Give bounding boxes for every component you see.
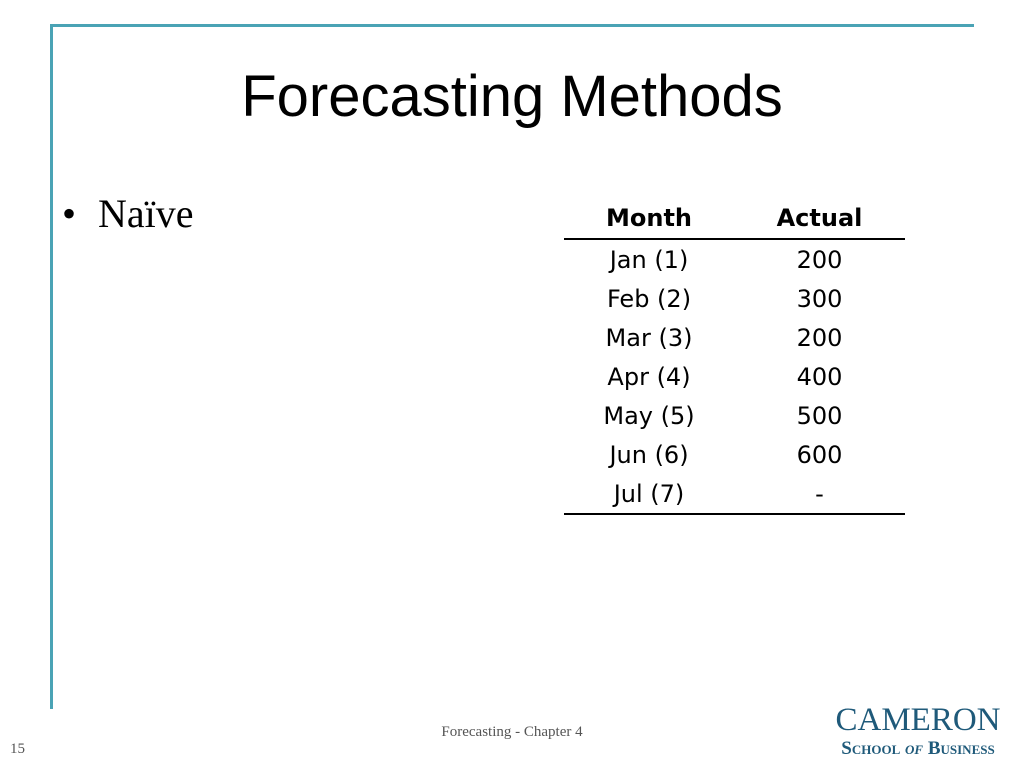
frame-left-border <box>50 24 53 709</box>
logo-school-word: School <box>841 738 901 759</box>
footer-chapter-text: Forecasting - Chapter 4 <box>441 724 583 740</box>
table-row: Jul (7) - <box>564 474 905 515</box>
actual-cell: 400 <box>796 362 843 391</box>
bullet-item: • Naïve <box>62 188 194 240</box>
actual-cell: 300 <box>796 284 843 313</box>
actual-cell: 500 <box>796 401 843 430</box>
month-cell: Apr (4) <box>607 362 691 391</box>
bullet-dot: • <box>62 191 77 236</box>
month-cell: Feb (2) <box>606 284 692 313</box>
slide-title: Forecasting Methods <box>241 64 783 129</box>
bullet-text: Naïve <box>98 191 194 236</box>
table-row: May (5) 500 <box>564 396 905 435</box>
month-cell: Jun (6) <box>609 440 689 469</box>
actual-cell: - <box>734 474 905 515</box>
table-row: Feb (2) 300 <box>564 279 905 318</box>
frame-top-border <box>50 24 974 27</box>
logo-cameron-text: CAMERON <box>835 702 1001 738</box>
table-row: Jun (6) 600 <box>564 435 905 474</box>
actual-cell: 600 <box>796 440 843 469</box>
actual-cell: 200 <box>796 323 843 352</box>
column-header-month: Month <box>564 198 734 240</box>
logo-business-word: Business <box>927 738 995 759</box>
table-row: Mar (3) 200 <box>564 318 905 357</box>
table-header-row: Month Actual <box>564 198 905 240</box>
logo-of-word: of <box>905 738 924 759</box>
slide-number: 15 <box>10 741 25 757</box>
month-cell: Mar (3) <box>605 323 693 352</box>
column-header-actual: Actual <box>734 198 905 240</box>
logo-school-of-business: School of Business <box>826 738 1010 760</box>
month-cell: May (5) <box>603 401 695 430</box>
table-row: Apr (4) 400 <box>564 357 905 396</box>
month-cell: Jul (7) <box>564 474 734 515</box>
data-table: Month Actual Jan (1) 200 Feb (2) 300 Mar… <box>564 198 905 515</box>
actual-cell: 200 <box>796 245 843 274</box>
cameron-school-logo: CAMERON School of Business <box>826 702 1010 760</box>
month-cell: Jan (1) <box>609 245 689 274</box>
table-row: Jan (1) 200 <box>564 239 905 279</box>
